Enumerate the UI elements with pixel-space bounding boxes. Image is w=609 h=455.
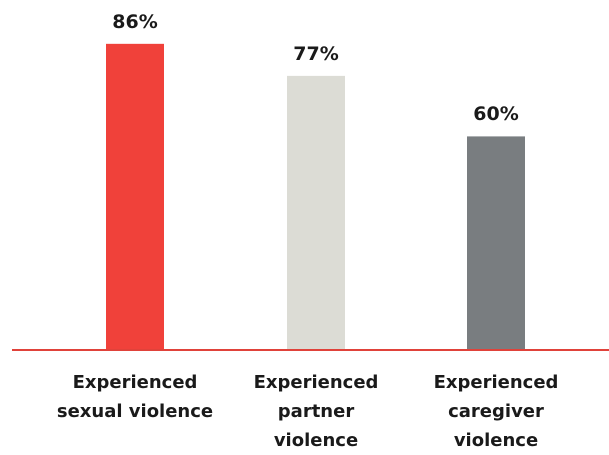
category-label: Experienced partner violence [253,372,379,451]
bar [106,43,164,351]
category-label: Experienced sexual violence [56,372,214,422]
bar [287,75,345,350]
category-label: Experienced caregiver violence [433,372,559,451]
value-label: 60% [473,103,519,126]
value-label: 86% [112,10,158,33]
bar [467,136,525,350]
value-label: 77% [293,42,339,65]
